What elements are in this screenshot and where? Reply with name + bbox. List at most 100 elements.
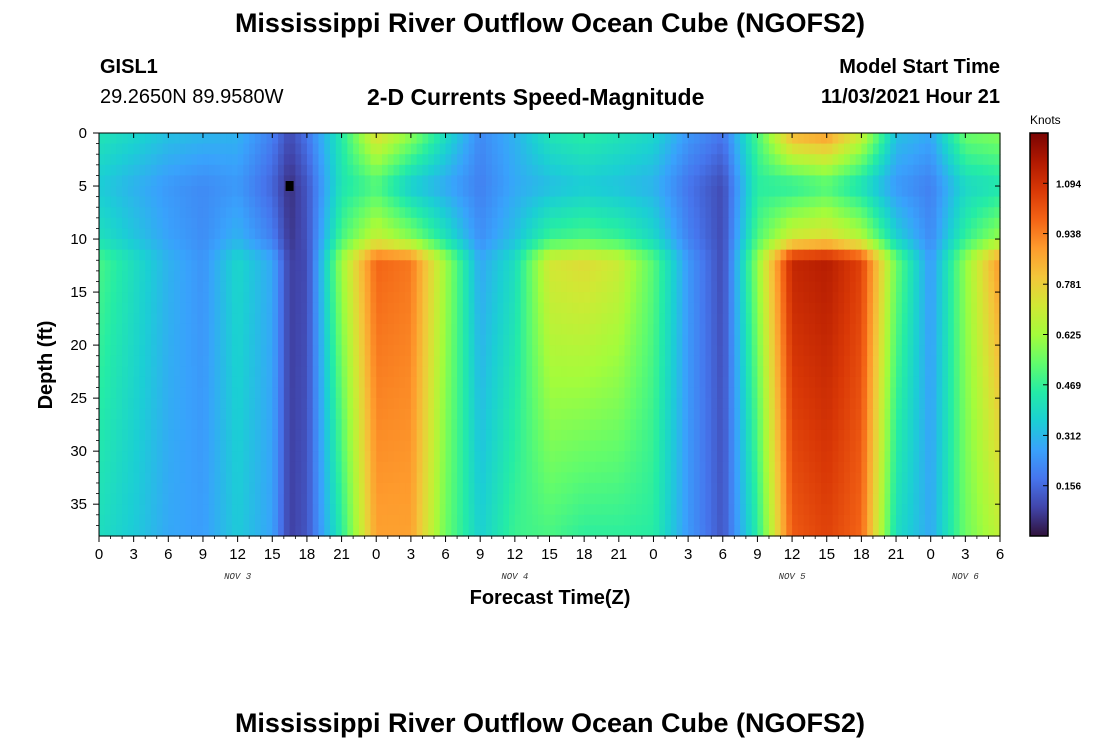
heatmap-cell xyxy=(584,292,591,304)
heatmap-cell xyxy=(202,345,210,357)
heatmap-cell xyxy=(272,292,279,304)
heatmap-cell xyxy=(514,143,522,155)
heatmap-cell xyxy=(214,196,221,208)
heatmap-cell xyxy=(156,249,164,261)
heatmap-cell xyxy=(104,461,112,473)
heatmap-cell xyxy=(462,249,470,261)
heatmap-cell xyxy=(122,451,129,463)
heatmap-cell xyxy=(514,239,522,251)
heatmap-cell xyxy=(445,186,452,198)
heatmap-cell xyxy=(740,164,747,177)
heatmap-cell xyxy=(665,451,672,463)
heatmap-cell xyxy=(792,355,799,367)
heatmap-cell xyxy=(99,133,106,145)
heatmap-cell xyxy=(705,260,712,272)
heatmap-cell xyxy=(445,239,452,251)
heatmap-cell xyxy=(278,196,285,208)
heatmap-cell xyxy=(641,228,649,240)
heatmap-cell xyxy=(861,281,868,293)
heatmap-cell xyxy=(306,143,314,155)
heatmap-cell xyxy=(803,186,811,198)
heatmap-cell xyxy=(786,154,793,166)
heatmap-cell xyxy=(705,270,712,283)
heatmap-cell xyxy=(514,440,522,452)
heatmap-cell xyxy=(763,323,770,336)
heatmap-cell xyxy=(295,461,302,473)
heatmap-cell xyxy=(99,323,106,336)
heatmap-cell xyxy=(226,196,233,208)
heatmap-cell xyxy=(716,239,724,251)
heatmap-cell xyxy=(994,143,1001,155)
heatmap-cell xyxy=(832,175,839,187)
heatmap-cell xyxy=(976,376,984,389)
heatmap-cell xyxy=(220,429,227,442)
heatmap-cell xyxy=(878,260,886,272)
heatmap-cell xyxy=(150,154,158,166)
heatmap-cell xyxy=(514,451,522,463)
heatmap-cell xyxy=(953,260,961,272)
heatmap-cell xyxy=(104,133,112,145)
heatmap-cell xyxy=(254,239,262,251)
heatmap-cell xyxy=(168,154,175,166)
heatmap-cell xyxy=(618,376,626,389)
heatmap-cell xyxy=(751,207,759,219)
heatmap-cell xyxy=(878,429,886,442)
heatmap-cell xyxy=(636,196,643,208)
heatmap-cell xyxy=(722,239,730,251)
heatmap-cell xyxy=(324,143,331,155)
heatmap-cell xyxy=(283,249,291,261)
heatmap-cell xyxy=(555,207,562,219)
heatmap-cell xyxy=(659,143,666,155)
heatmap-cell xyxy=(901,207,909,219)
heatmap-cell xyxy=(572,355,579,367)
heatmap-cell xyxy=(751,366,759,378)
heatmap-cell xyxy=(561,345,568,357)
heatmap-cell xyxy=(751,419,759,431)
heatmap-cell xyxy=(364,154,372,166)
heatmap-cell xyxy=(335,387,343,399)
heatmap-cell xyxy=(532,451,539,463)
heatmap-cell xyxy=(832,408,839,420)
heatmap-cell xyxy=(774,164,782,177)
heatmap-cell xyxy=(116,387,123,399)
heatmap-cell xyxy=(226,186,233,198)
heatmap-cell xyxy=(301,270,308,283)
heatmap-cell xyxy=(220,270,227,283)
heatmap-cell xyxy=(127,175,135,187)
heatmap-cell xyxy=(884,302,891,314)
heatmap-cell xyxy=(884,398,891,410)
heatmap-cell xyxy=(815,451,822,463)
heatmap-cell xyxy=(722,133,730,145)
heatmap-cell xyxy=(976,398,984,410)
heatmap-cell xyxy=(555,323,562,336)
heatmap-cell xyxy=(283,228,291,240)
heatmap-cell xyxy=(994,355,1001,367)
heatmap-cell xyxy=(699,408,707,420)
heatmap-cell xyxy=(982,429,990,442)
heatmap-cell xyxy=(249,239,256,251)
heatmap-cell xyxy=(665,154,672,166)
heatmap-cell xyxy=(150,440,158,452)
heatmap-cell xyxy=(301,366,308,378)
heatmap-cell xyxy=(150,376,158,389)
heatmap-cell xyxy=(988,334,995,346)
heatmap-cell xyxy=(422,281,429,293)
heatmap-cell xyxy=(191,186,198,198)
heatmap-cell xyxy=(601,408,608,420)
heatmap-cell xyxy=(226,175,233,187)
heatmap-cell xyxy=(601,249,608,261)
heatmap-cell xyxy=(693,429,701,442)
heatmap-cell xyxy=(197,207,204,219)
heatmap-cell xyxy=(405,419,412,431)
heatmap-cell xyxy=(872,281,880,293)
heatmap-cell xyxy=(520,217,527,230)
heatmap-cell xyxy=(532,461,539,473)
heatmap-cell xyxy=(312,133,320,145)
heatmap-cell xyxy=(901,387,909,399)
heatmap-cell xyxy=(965,270,972,283)
heatmap-cell xyxy=(162,196,169,208)
heatmap-cell xyxy=(659,408,666,420)
heatmap-cell xyxy=(243,143,250,155)
heatmap-cell xyxy=(416,196,424,208)
heatmap-cell xyxy=(480,143,487,155)
